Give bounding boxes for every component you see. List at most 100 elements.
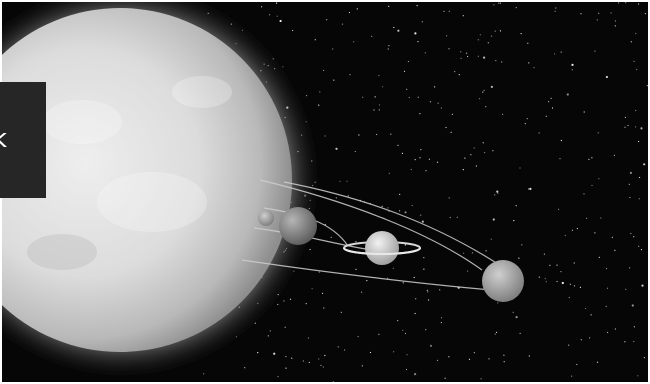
star: [605, 75, 609, 79]
star: [405, 368, 408, 371]
star: [571, 69, 573, 71]
side-tab[interactable]: k: [0, 82, 46, 198]
star: [417, 96, 419, 98]
star: [598, 256, 600, 258]
star: [492, 218, 495, 221]
star: [561, 281, 564, 285]
star: [538, 132, 540, 134]
star: [637, 375, 639, 377]
star: [401, 152, 403, 154]
star: [515, 316, 518, 319]
star: [302, 360, 304, 362]
star: [341, 23, 344, 25]
star: [485, 106, 487, 108]
star: [330, 236, 332, 238]
star: [482, 142, 484, 144]
star: [571, 229, 574, 231]
star: [399, 193, 401, 195]
star: [569, 283, 572, 285]
star: [598, 178, 600, 180]
star: [450, 131, 452, 133]
star: [528, 188, 530, 190]
star: [490, 238, 492, 240]
star: [473, 147, 475, 149]
star: [488, 358, 490, 360]
star: [440, 322, 442, 324]
star: [449, 216, 451, 219]
star: [624, 341, 626, 343]
star: [554, 10, 556, 12]
star: [378, 104, 381, 106]
star: [406, 88, 408, 90]
star: [322, 292, 324, 294]
star: [594, 50, 596, 52]
star: [402, 329, 404, 331]
star: [426, 289, 428, 291]
star: [633, 236, 635, 238]
star: [494, 333, 496, 335]
star: [349, 74, 351, 76]
star: [633, 340, 635, 343]
star: [487, 42, 489, 44]
star: [583, 193, 585, 195]
star: [413, 276, 415, 279]
star: [358, 134, 360, 136]
star: [314, 39, 316, 41]
star: [614, 249, 616, 251]
star: [512, 311, 514, 313]
star: [571, 63, 574, 66]
star: [573, 285, 576, 287]
ringed-planet: [343, 231, 421, 265]
star: [518, 257, 520, 259]
star: [584, 307, 587, 310]
star: [466, 52, 468, 54]
star: [332, 48, 334, 50]
star: [388, 5, 390, 7]
star: [371, 35, 373, 38]
star: [440, 107, 442, 109]
star: [410, 168, 412, 171]
star: [427, 291, 429, 293]
star: [633, 60, 635, 63]
star: [640, 127, 643, 130]
star: [573, 262, 575, 264]
star: [373, 109, 375, 111]
star: [470, 154, 472, 156]
star: [479, 98, 481, 100]
star: [550, 97, 552, 99]
star: [629, 171, 633, 174]
star: [305, 303, 307, 305]
planet-small: [258, 210, 274, 226]
star: [436, 359, 439, 361]
star: [625, 2, 627, 4]
star: [420, 214, 422, 216]
star: [641, 284, 644, 287]
star: [390, 133, 392, 135]
star: [404, 211, 407, 214]
star: [529, 187, 532, 190]
star: [284, 326, 286, 328]
star: [596, 361, 599, 363]
star: [414, 312, 416, 315]
star: [407, 60, 409, 63]
star: [283, 300, 285, 302]
star: [406, 354, 408, 356]
star: [439, 289, 441, 291]
star: [633, 326, 636, 328]
star: [545, 115, 547, 117]
star: [381, 205, 383, 207]
star: [292, 29, 294, 32]
star: [544, 278, 546, 280]
star: [629, 267, 631, 269]
star: [436, 161, 439, 163]
star: [485, 250, 487, 252]
star: [564, 234, 566, 236]
star: [495, 331, 498, 333]
star: [635, 109, 637, 112]
star: [483, 89, 485, 91]
star: [589, 337, 591, 339]
star: [588, 158, 590, 160]
star: [629, 196, 631, 199]
star: [477, 39, 479, 41]
star: [388, 45, 390, 47]
